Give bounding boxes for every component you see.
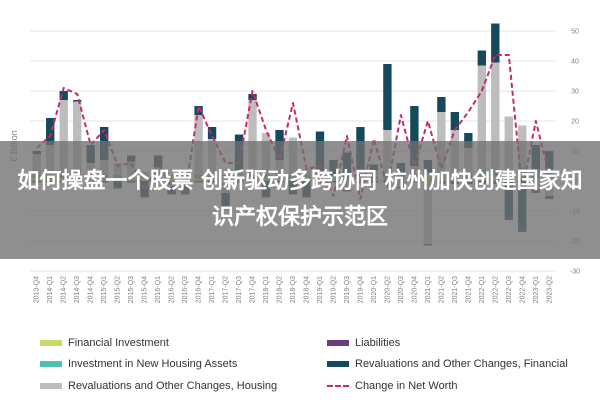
x-tick-label: 2015-Q2 <box>115 276 122 303</box>
x-tick-label: 2014-Q2 <box>61 276 68 303</box>
x-tick-label: 2021-Q3 <box>452 276 459 303</box>
legend-label: Revaluations and Other Changes, Financia… <box>355 358 568 371</box>
legend-item-liabilities: Liabilities <box>327 335 577 351</box>
legend-item-change-net-worth: Change in Net Worth <box>327 378 577 394</box>
x-tick-label: 2022-Q1 <box>479 276 486 303</box>
x-tick-label: 2018-Q1 <box>263 276 270 303</box>
x-tick-label: 2023-Q1 <box>533 276 540 303</box>
x-tick-label: 2016-Q3 <box>182 276 189 303</box>
bar-segment <box>491 62 500 171</box>
bar-segment <box>59 91 68 100</box>
legend-swatch <box>40 361 62 368</box>
x-tick-label: 2017-Q1 <box>209 276 216 303</box>
legend-swatch <box>40 340 62 346</box>
x-tick-label: 2013-Q4 <box>34 276 41 303</box>
x-tick-label: 2014-Q4 <box>88 276 95 303</box>
x-tick-label: 2022-Q4 <box>519 276 526 303</box>
x-tick-label: 2022-Q2 <box>492 276 499 303</box>
legend-label: Liabilities <box>355 337 401 349</box>
legend-label: Financial Investment <box>68 337 169 349</box>
x-tick-label: 2018-Q3 <box>290 276 297 303</box>
x-tick-label: 2021-Q2 <box>438 276 445 303</box>
bar-segment <box>491 23 500 63</box>
x-tick-label: 2019-Q2 <box>330 276 337 303</box>
legend-item-revaluations-financial: Revaluations and Other Changes, Financia… <box>327 356 577 372</box>
x-tick-label: 2015-Q3 <box>128 276 135 303</box>
x-tick-label: 2017-Q4 <box>250 276 257 303</box>
x-tick-label: 2020-Q1 <box>371 276 378 303</box>
headline-overlay-text[interactable]: 如何操盘一个股票 创新驱动多跨协同 杭州加快创建国家知识产权保护示范区 <box>17 169 583 230</box>
y-tick-label: -30 <box>570 269 580 276</box>
x-tick-label: 2019-Q1 <box>317 276 324 303</box>
legend-item-revaluations-housing: Revaluations and Other Changes, Housing <box>40 378 327 394</box>
bar-segment <box>59 100 68 175</box>
x-tick-label: 2015-Q4 <box>142 276 149 303</box>
bar-segment <box>477 50 487 66</box>
bar-segment <box>73 101 82 177</box>
bar-segment <box>207 127 217 139</box>
x-tick-label: 2019-Q4 <box>357 276 364 303</box>
x-tick-label: 2020-Q4 <box>411 276 418 303</box>
legend-swatch <box>327 361 349 368</box>
legend-label: Revaluations and Other Changes, Housing <box>68 379 278 392</box>
x-tick-label: 2019-Q3 <box>344 276 351 303</box>
legend-swatch <box>327 340 349 346</box>
x-tick-label: 2014-Q1 <box>47 276 54 303</box>
x-tick-label: 2016-Q2 <box>169 276 176 303</box>
bar-segment <box>437 97 446 112</box>
x-tick-label: 2017-Q3 <box>236 276 243 303</box>
bar-segment <box>73 100 82 102</box>
bar-segment <box>477 65 487 171</box>
x-tick-label: 2016-Q4 <box>196 276 203 303</box>
x-tick-label: 2020-Q3 <box>398 276 405 303</box>
chart-legend: Financial Investment Liabilities Investm… <box>40 335 580 395</box>
x-tick-label: 2023-Q2 <box>546 276 553 303</box>
bar-segment <box>450 112 460 130</box>
legend-label: Investment in New Housing Assets <box>68 358 238 371</box>
x-tick-label: 2020-Q2 <box>384 276 391 303</box>
net-worth-line-layer <box>36 54 551 200</box>
y-tick-label: 50 <box>571 29 579 36</box>
legend-swatch <box>40 382 62 389</box>
headline-overlay-banner[interactable]: 如何操盘一个股票 创新驱动多跨协同 杭州加快创建国家知识产权保护示范区 <box>0 141 600 259</box>
bar-segment <box>248 94 257 100</box>
x-tick-label: 2017-Q2 <box>223 276 230 303</box>
bar-segment <box>383 64 392 130</box>
x-tick-label: 2021-Q1 <box>425 276 432 303</box>
y-tick-label: 30 <box>571 89 579 96</box>
legend-item-financial-investment: Financial Investment <box>40 335 327 351</box>
y-tick-label: 40 <box>571 59 579 66</box>
legend-label: Change in Net Worth <box>355 379 458 392</box>
x-tick-label: 2022-Q3 <box>506 276 513 303</box>
bar-segment <box>46 118 55 145</box>
bar-segment <box>410 106 419 166</box>
x-tick-label: 2018-Q4 <box>303 276 310 303</box>
x-tick-label: 2021-Q4 <box>465 276 472 303</box>
y-tick-label: 20 <box>571 119 579 126</box>
net-worth-line <box>36 54 551 200</box>
bar-segment <box>248 100 257 175</box>
legend-dash-line <box>327 384 349 387</box>
x-tick-label: 2016-Q1 <box>155 276 162 303</box>
legend-item-investment-new-housing: Investment in New Housing Assets <box>40 356 327 372</box>
x-tick-label: 2015-Q1 <box>101 276 108 303</box>
x-tick-label: 2014-Q3 <box>74 276 81 303</box>
x-tick-labels: 2013-Q4 2014-Q1 2014-Q2 2014-Q3 2014-Q4 2015-… <box>34 276 554 303</box>
bar-segment <box>464 133 473 148</box>
x-tick-label: 2018-Q2 <box>277 276 284 303</box>
